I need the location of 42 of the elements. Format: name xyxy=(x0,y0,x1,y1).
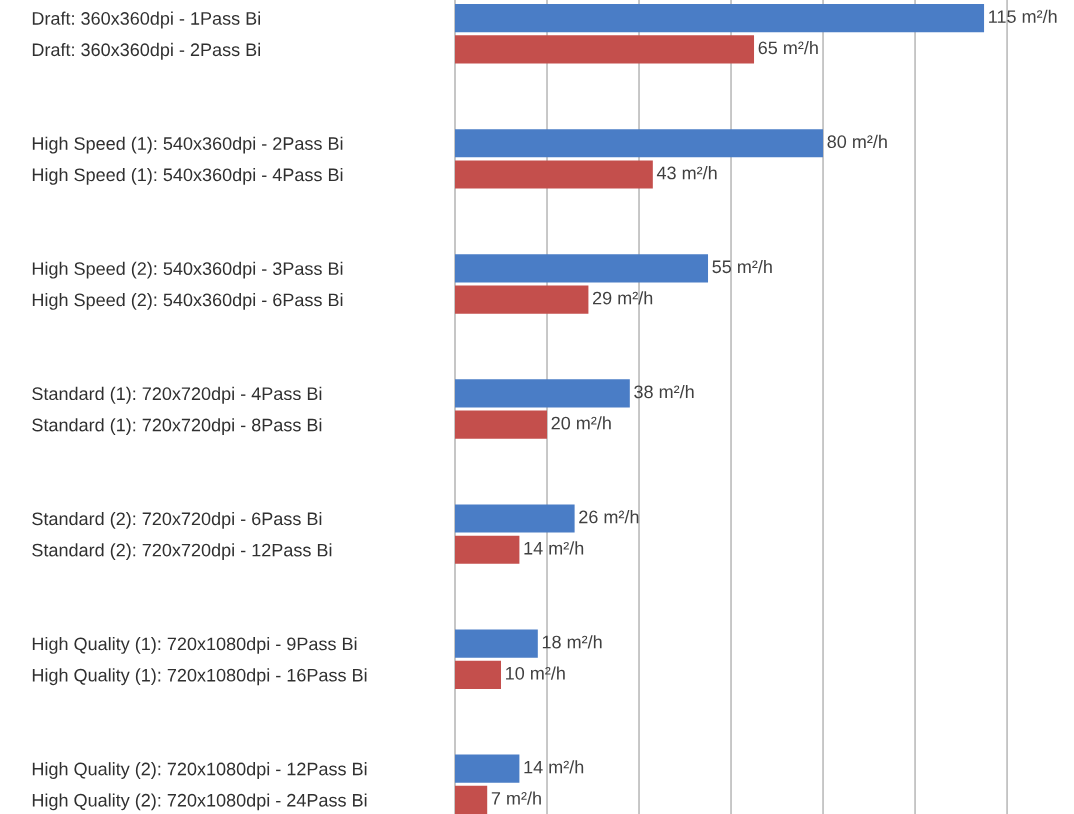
bar xyxy=(455,129,824,158)
bar xyxy=(455,285,589,314)
data-label: 18 m²/h xyxy=(542,635,602,649)
bar xyxy=(455,504,575,533)
data-label: 115 m²/h xyxy=(989,9,1057,23)
data-label: 14 m²/h xyxy=(524,541,584,555)
y-tick-label: High Speed (2): 540x360dpi - 6Pass Bi xyxy=(32,293,343,310)
data-label: 7 m²/h xyxy=(491,791,541,805)
data-label: 55 m²/h xyxy=(712,259,772,274)
bar xyxy=(455,379,630,408)
y-tick-label: High Speed (1): 540x360dpi - 2Pass Bi xyxy=(32,136,343,154)
y-tick-label: High Quality (2): 720x1080dpi - 12Pass Bi xyxy=(32,762,367,779)
bar xyxy=(455,410,548,439)
y-tick-label: Draft: 360x360dpi - 1Pass Bi xyxy=(32,11,260,29)
data-label: 43 m²/h xyxy=(656,166,717,180)
bar xyxy=(455,4,985,33)
data-label: 26 m²/h xyxy=(579,510,639,524)
data-label: 38 m²/h xyxy=(634,384,694,399)
y-tick-label: High Speed (2): 540x360dpi - 3Pass Bi xyxy=(32,261,343,279)
bar xyxy=(455,35,755,64)
y-tick-label: High Speed (1): 540x360dpi - 4Pass Bi xyxy=(32,167,343,185)
data-label: 80 m²/h xyxy=(827,134,887,149)
bar xyxy=(455,660,502,689)
bar xyxy=(455,785,488,814)
y-tick-label: High Quality (2): 720x1080dpi - 24Pass Bi xyxy=(32,793,367,811)
bar xyxy=(455,754,520,783)
data-label: 20 m²/h xyxy=(551,416,611,430)
y-tick-label: Standard (2): 720x720dpi - 12Pass Bi xyxy=(32,543,332,561)
data-label: 10 m²/h xyxy=(506,666,565,680)
y-tick-label: Standard (2): 720x720dpi - 6Pass Bi xyxy=(32,511,322,529)
data-label: 14 m²/h xyxy=(524,760,584,774)
y-tick-label: High Quality (1): 720x1080dpi - 9Pass Bi xyxy=(32,637,357,654)
data-label: 65 m²/h xyxy=(758,40,818,55)
data-label: 29 m²/h xyxy=(593,291,653,305)
y-tick-label: Draft: 360x360dpi - 2Pass Bi xyxy=(32,42,260,60)
bar xyxy=(455,629,538,658)
y-tick-label: Standard (1): 720x720dpi - 8Pass Bi xyxy=(32,418,322,435)
y-tick-label: High Quality (1): 720x1080dpi - 16Pass Bi xyxy=(32,668,367,686)
bar xyxy=(455,535,520,564)
bar xyxy=(455,254,709,283)
y-tick-label: Standard (1): 720x720dpi - 4Pass Bi xyxy=(32,386,322,404)
bar xyxy=(455,160,653,189)
